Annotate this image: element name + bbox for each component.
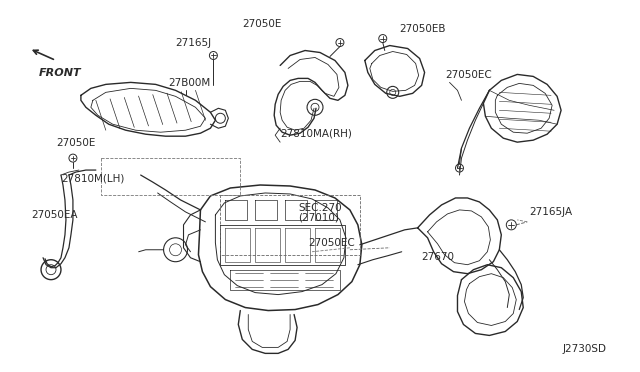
Text: J2730SD: J2730SD — [563, 344, 607, 355]
Text: 27050EC: 27050EC — [445, 70, 492, 80]
Text: 27670: 27670 — [422, 252, 454, 262]
Text: 27B00M: 27B00M — [168, 78, 211, 89]
Text: 27165J: 27165J — [175, 38, 212, 48]
Text: 27810MA(RH): 27810MA(RH) — [280, 128, 352, 138]
Text: 27050EC: 27050EC — [308, 238, 355, 248]
Text: 27050E: 27050E — [56, 138, 95, 148]
Text: FRONT: FRONT — [39, 68, 82, 78]
Text: 27050EA: 27050EA — [31, 210, 77, 220]
Text: 27050EB: 27050EB — [400, 23, 446, 33]
Text: 27165JA: 27165JA — [529, 207, 572, 217]
Text: SEC.270: SEC.270 — [298, 203, 342, 213]
Text: 27810M(LH): 27810M(LH) — [61, 173, 124, 183]
Text: 27050E: 27050E — [243, 19, 282, 29]
Text: (27010): (27010) — [298, 213, 339, 223]
